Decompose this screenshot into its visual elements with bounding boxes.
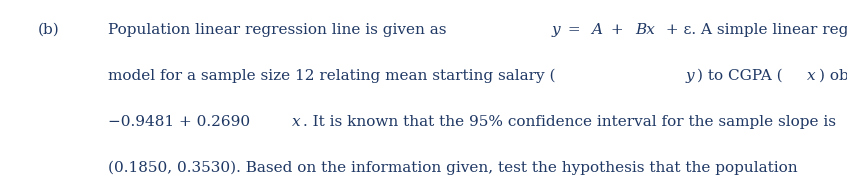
Text: ) to CGPA (: ) to CGPA ( <box>697 69 783 83</box>
Text: . It is known that the 95% confidence interval for the sample slope is: . It is known that the 95% confidence in… <box>303 115 836 129</box>
Text: y: y <box>551 23 560 37</box>
Text: + ε. A simple linear regression: + ε. A simple linear regression <box>661 23 847 37</box>
Text: y: y <box>686 69 695 83</box>
Text: =: = <box>562 23 585 37</box>
Text: Bx: Bx <box>635 23 655 37</box>
Text: x: x <box>807 69 816 83</box>
Text: +: + <box>606 23 628 37</box>
Text: (b): (b) <box>37 23 59 37</box>
Text: −0.9481 + 0.2690: −0.9481 + 0.2690 <box>108 115 251 129</box>
Text: x: x <box>292 115 301 129</box>
Text: Population linear regression line is given as: Population linear regression line is giv… <box>108 23 451 37</box>
Text: ) obtained is: ) obtained is <box>818 69 847 83</box>
Text: (0.1850, 0.3530). Based on the information given, test the hypothesis that the p: (0.1850, 0.3530). Based on the informati… <box>108 160 798 175</box>
Text: model for a sample size 12 relating mean starting salary (: model for a sample size 12 relating mean… <box>108 69 556 83</box>
Text: A: A <box>592 23 603 37</box>
